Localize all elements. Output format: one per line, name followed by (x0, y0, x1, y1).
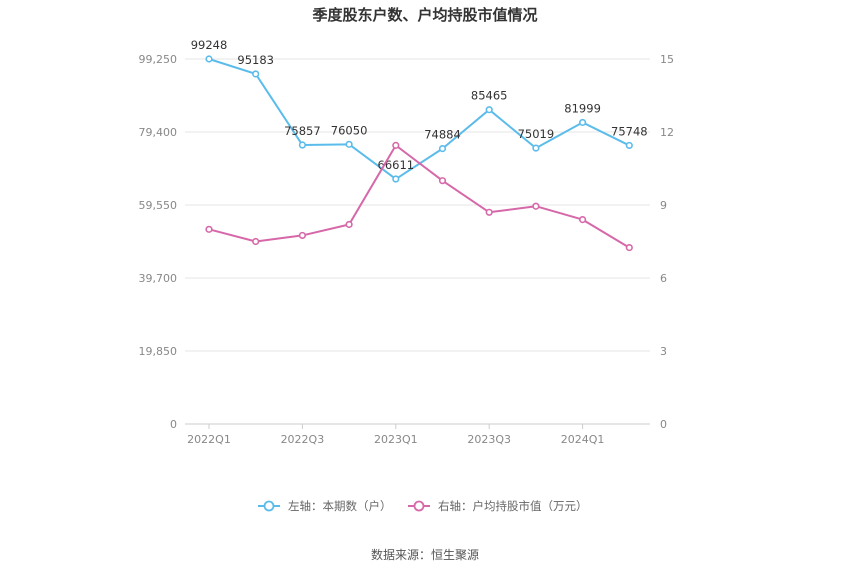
data-point[interactable] (438, 177, 447, 185)
data-label: 76050 (331, 123, 368, 137)
data-label: 75748 (611, 124, 648, 138)
y-left-tick-label: 59,550 (139, 199, 178, 212)
x-tick-label: 2023Q1 (374, 433, 418, 446)
series-line (208, 58, 630, 181)
data-point[interactable] (345, 140, 353, 148)
data-point[interactable] (532, 144, 540, 152)
source-note: 数据来源：恒生聚源 (371, 547, 479, 562)
x-tick-label: 2024Q1 (561, 433, 605, 446)
y-left-tick-label: 79,400 (139, 126, 178, 139)
x-tick-label: 2022Q1 (187, 433, 231, 446)
y-right-tick-label: 3 (660, 345, 667, 358)
data-point[interactable] (532, 202, 540, 210)
data-point[interactable] (298, 141, 307, 149)
y-left-tick-label: 0 (170, 418, 177, 431)
data-point[interactable] (252, 70, 260, 78)
legend-label: 左轴：本期数（户） (288, 499, 392, 513)
y-right-axis: 0 3 6 9 12 15 (660, 53, 674, 431)
series-line (208, 144, 630, 249)
data-label: 66611 (378, 158, 415, 172)
data-label: 95183 (237, 53, 274, 67)
data-label: 85465 (471, 89, 508, 103)
data-point[interactable] (205, 55, 213, 63)
y-left-tick-label: 39,700 (139, 272, 178, 285)
y-left-tick-label: 99,250 (139, 53, 178, 66)
data-point[interactable] (345, 220, 353, 229)
y-right-tick-label: 0 (660, 418, 667, 431)
data-point[interactable] (205, 225, 213, 233)
data-point[interactable] (578, 118, 587, 127)
y-right-tick-label: 6 (660, 272, 667, 285)
legend-swatch-marker (263, 500, 275, 512)
data-point[interactable] (438, 145, 447, 153)
grid (185, 58, 650, 425)
data-label: 75857 (284, 124, 321, 138)
x-axis: 2022Q1 2022Q3 2023Q1 2023Q3 2024Q1 (187, 424, 604, 446)
data-label: 99248 (191, 38, 228, 52)
data-point[interactable] (625, 141, 633, 150)
data-label: 81999 (564, 101, 601, 115)
data-point[interactable] (578, 216, 587, 224)
data-label: 74884 (424, 128, 461, 142)
y-right-tick-label: 9 (660, 199, 667, 212)
data-point[interactable] (392, 141, 400, 149)
data-point[interactable] (625, 243, 633, 252)
y-right-tick-label: 15 (660, 53, 674, 66)
series-layer: 99248 95183 75857 76050 66611 74884 85465 75019… (191, 38, 648, 252)
series-2 (205, 141, 633, 252)
x-tick-label: 2023Q3 (467, 433, 511, 446)
y-left-axis: 0 19,850 39,700 59,550 79,400 99,250 (139, 53, 178, 431)
chart-title: 季度股东户数、户均持股市值情况 (312, 6, 537, 24)
data-point[interactable] (298, 231, 307, 240)
legend-item-2[interactable]: 右轴：户均持股市值（万元） (408, 499, 588, 513)
legend-item-1[interactable]: 左轴：本期数（户） (258, 499, 392, 513)
data-point[interactable] (392, 175, 400, 183)
y-right-tick-label: 12 (660, 126, 674, 139)
data-point[interactable] (485, 208, 493, 216)
legend[interactable]: 左轴：本期数（户） 右轴：户均持股市值（万元） (258, 499, 588, 513)
x-tick-label: 2022Q3 (281, 433, 325, 446)
legend-label: 右轴：户均持股市值（万元） (438, 499, 588, 513)
y-left-tick-label: 19,850 (139, 345, 178, 358)
data-point[interactable] (485, 106, 493, 114)
legend-swatch-marker (413, 500, 425, 512)
series-1: 99248 95183 75857 76050 66611 74884 85465 75019… (191, 38, 648, 183)
data-point[interactable] (252, 237, 260, 246)
data-label: 75019 (518, 127, 555, 141)
